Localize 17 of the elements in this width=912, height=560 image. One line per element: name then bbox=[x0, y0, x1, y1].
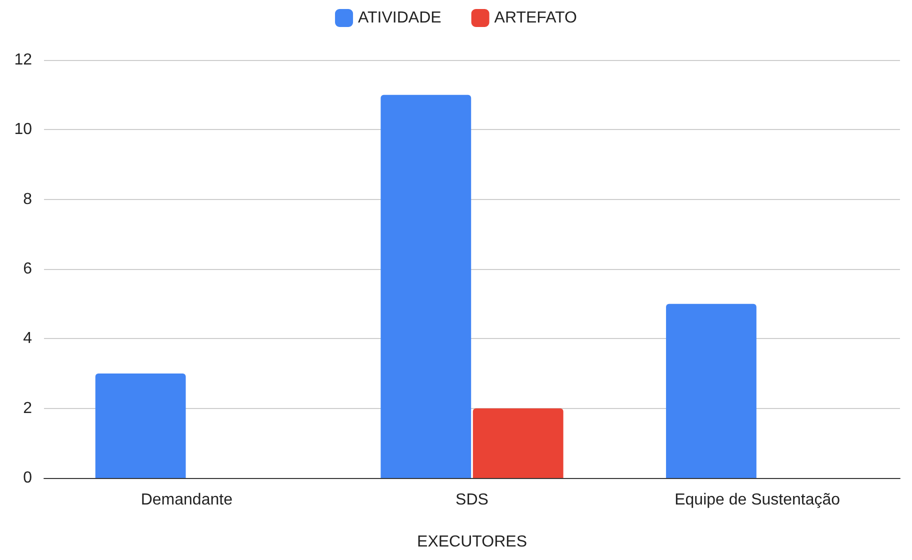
legend-label: ATIVIDADE bbox=[358, 10, 442, 26]
bar bbox=[380, 94, 472, 478]
y-tick-label: 2 bbox=[23, 400, 32, 417]
x-axis-title: EXECUTORES bbox=[417, 534, 527, 550]
bar bbox=[95, 374, 186, 478]
y-tick-label: 10 bbox=[14, 121, 32, 138]
legend-label: ARTEFATO bbox=[494, 10, 577, 26]
x-tick-label: Demandante bbox=[140, 492, 233, 508]
y-tick-label: 4 bbox=[23, 330, 32, 348]
y-tick-label: 6 bbox=[23, 260, 32, 278]
y-tick-label: 12 bbox=[14, 52, 32, 68]
y-tick-label: 0 bbox=[23, 470, 32, 486]
y-tick-label: 8 bbox=[23, 190, 32, 208]
x-tick-label: Equipe de Sustentação bbox=[674, 492, 840, 508]
bar bbox=[472, 408, 564, 478]
bar bbox=[666, 304, 756, 478]
x-tick-label: SDS bbox=[456, 492, 488, 508]
